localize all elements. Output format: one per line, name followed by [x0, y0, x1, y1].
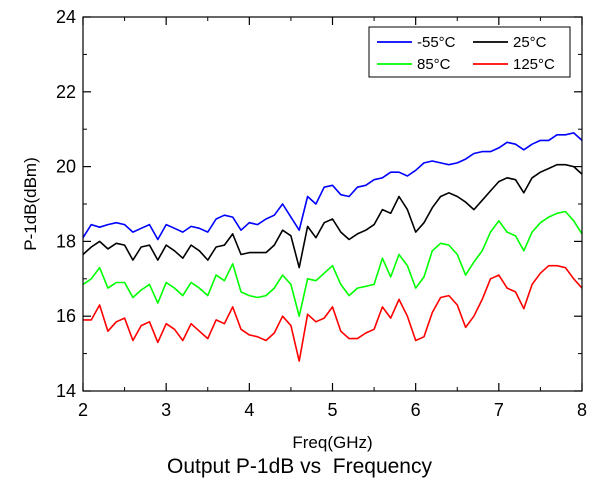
- y-tick-label-1: 16: [56, 306, 76, 326]
- series-layer: [82, 132, 583, 362]
- legend: -55°C 25°C 85°C 125°C: [368, 26, 571, 78]
- x-tick-label-3: 5: [327, 400, 337, 420]
- legend-label-0: -55°C: [417, 34, 456, 51]
- series-line-0: [82, 132, 583, 241]
- x-axis-title: Freq(GHz): [292, 433, 372, 452]
- legend-label-1: 25°C: [513, 34, 547, 51]
- series-line-3: [83, 264, 583, 362]
- x-tick-label-2: 4: [244, 400, 254, 420]
- y-tick-label-4: 22: [56, 82, 76, 102]
- series-line-2: [82, 210, 583, 318]
- legend-box: [368, 26, 571, 78]
- x-tick-label-5: 7: [494, 400, 504, 420]
- y-tick-label-3: 20: [56, 157, 76, 177]
- y-tick-label-5: 24: [56, 7, 76, 27]
- x-tick-label-6: 8: [577, 400, 587, 420]
- legend-label-3: 125°C: [513, 56, 555, 73]
- y-tick-label-2: 18: [56, 231, 76, 251]
- p1db-chart: 2 3 4 5 6 7 8 14 16 18 20 22 24 -55°C 25°C 85°C 125°C F…: [21, 7, 587, 452]
- series-line-1: [82, 163, 583, 269]
- chart-caption: Output P-1dB vs Frequency: [167, 455, 432, 478]
- x-tick-label-0: 2: [78, 400, 88, 420]
- x-tick-label-1: 3: [161, 400, 171, 420]
- legend-label-2: 85°C: [417, 56, 451, 73]
- y-tick-label-0: 14: [56, 381, 76, 401]
- x-tick-label-4: 6: [411, 400, 421, 420]
- y-axis-title: P-1dB(dBm): [21, 157, 40, 251]
- axes-layer: 2 3 4 5 6 7 8 14 16 18 20 22 24: [56, 7, 587, 420]
